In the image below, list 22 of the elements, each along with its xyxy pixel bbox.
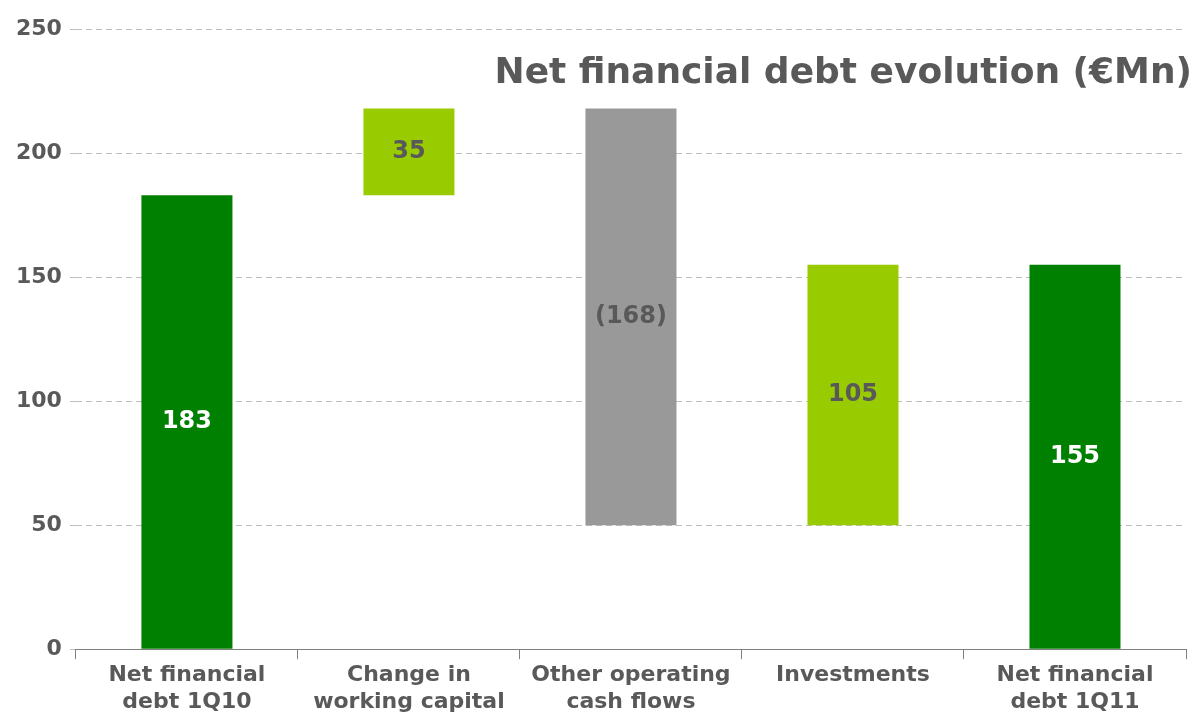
x-tick-label: Net financial debt 1Q10 — [108, 661, 266, 713]
y-tick-label: 150 — [15, 262, 62, 288]
x-tick-label: Net financial debt 1Q11 — [996, 661, 1154, 713]
bar — [363, 108, 455, 196]
data-label: 35 — [392, 136, 426, 165]
data-label: (168) — [594, 301, 667, 330]
y-tick-label: 0 — [46, 634, 62, 660]
y-tick-label: 50 — [31, 510, 62, 536]
text: Net financial debt evolution (€Mn) — [494, 49, 1192, 91]
y-tick-label: 200 — [15, 138, 62, 164]
x-tick-label: Other operating cash flows — [531, 661, 731, 713]
data-label: 155 — [1049, 440, 1101, 469]
data-label: 105 — [827, 379, 879, 408]
bar — [1029, 264, 1121, 649]
x-tick-label: Investments — [776, 661, 930, 687]
bar — [585, 108, 677, 526]
bar — [807, 264, 899, 526]
y-tick-label: 250 — [15, 14, 62, 40]
y-tick-label: 100 — [15, 386, 62, 412]
bar — [141, 195, 233, 649]
data-label: 183 — [161, 406, 212, 435]
x-tick-label: Change in working capital — [313, 661, 505, 713]
